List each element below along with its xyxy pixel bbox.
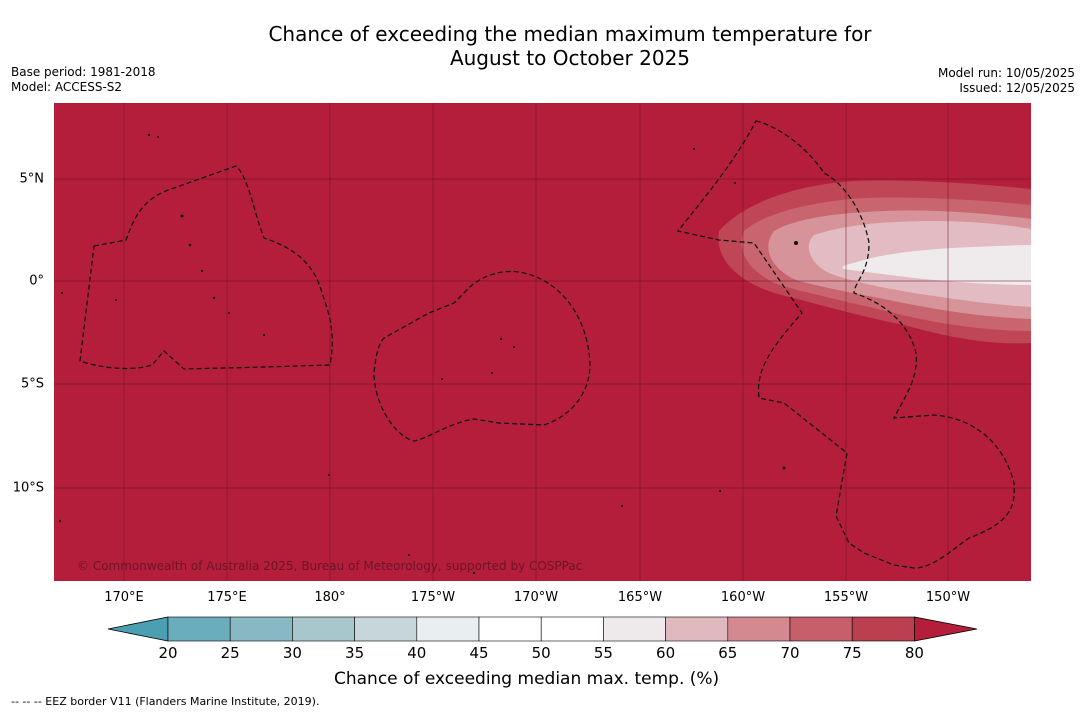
colorbar-segment: [416, 616, 480, 642]
colorbar-segment: [167, 616, 231, 642]
longitude-label: 170°W: [513, 590, 559, 605]
colorbar-tick-label: 60: [656, 644, 675, 662]
map-title: Chance of exceeding the median maximum t…: [0, 22, 1085, 70]
model-run-date: Model run: 10/05/2025: [937, 66, 1075, 80]
longitude-label: 180°: [314, 590, 346, 605]
colorbar-tick-label: 50: [532, 644, 551, 662]
longitude-label: 175°E: [207, 590, 247, 605]
colorbar-tick-label: 35: [345, 644, 364, 662]
longitude-label: 170°E: [104, 590, 144, 605]
grid-lines: [54, 103, 1031, 581]
colorbar-graphic: 20 25 30 35 40 45 50 55 60 65 70 75 80: [107, 616, 978, 662]
eez-borders: [79, 120, 1015, 569]
colorbar-tick-label: 65: [718, 644, 737, 662]
colorbar-tick-label: 30: [283, 644, 302, 662]
colorbar-tick-label: 25: [221, 644, 240, 662]
colorbar: 20 25 30 35 40 45 50 55 60 65 70 75 80: [0, 612, 1085, 662]
longitude-label: 150°W: [925, 590, 971, 605]
colorbar-title: Chance of exceeding median max. temp. (%…: [334, 669, 720, 689]
base-period: Base period: 1981-2018: [11, 65, 156, 79]
model-name: Model: ACCESS-S2: [11, 80, 123, 94]
colorbar-segment: [229, 616, 293, 642]
colorbar-tick-label: 40: [407, 644, 426, 662]
colorbar-segment: [478, 616, 542, 642]
latitude-label: 5°N: [19, 171, 45, 187]
colorbar-tick-label: 75: [843, 644, 862, 662]
colorbar-tick-label: 45: [469, 644, 488, 662]
run-info: Model run: 10/05/2025 Issued: 12/05/2025: [938, 66, 1075, 96]
map-canvas: [54, 103, 1031, 581]
colorbar-segment: [292, 616, 355, 642]
longitude-label: 165°W: [617, 590, 663, 605]
colorbar-arrow-low: [107, 616, 169, 642]
copyright-notice: © Commonwealth of Australia 2025, Bureau…: [77, 559, 583, 573]
colorbar-segment: [665, 616, 729, 642]
colorbar-segment: [540, 616, 604, 642]
colorbar-arrow-high: [914, 616, 978, 642]
forecast-map: [54, 103, 1031, 581]
eez-west: [79, 165, 333, 370]
colorbar-tick-label: 80: [905, 644, 924, 662]
title-line-1: Chance of exceeding the median maximum t…: [268, 22, 872, 46]
colorbar-tick-label: 55: [594, 644, 613, 662]
colorbar-segment: [354, 616, 418, 642]
issued-date: Issued: 12/05/2025: [959, 81, 1075, 95]
colorbar-segment: [727, 616, 791, 642]
colorbar-segment: [789, 616, 853, 642]
longitude-label: 175°W: [410, 590, 456, 605]
colorbar-tick-label: 20: [158, 644, 177, 662]
eez-footnote: -- -- -- EEZ border V11 (Flanders Marine…: [11, 695, 320, 708]
eez-central: [373, 270, 591, 442]
map-background: [54, 103, 1031, 581]
colorbar-segment: [851, 616, 915, 642]
colorbar-segment: [603, 616, 666, 642]
base-info: Base period: 1981-2018 Model: ACCESS-S2: [11, 65, 156, 95]
probability-contours: [718, 180, 1031, 344]
longitude-label: 160°W: [720, 590, 766, 605]
latitude-label: 10°S: [12, 480, 44, 496]
title-line-2: August to October 2025: [449, 46, 691, 70]
colorbar-tick-label: 70: [780, 644, 799, 662]
latitude-label: 0°: [29, 273, 44, 289]
longitude-label: 155°W: [823, 590, 869, 605]
eez-east: [676, 120, 1015, 569]
contour-55: [842, 245, 1031, 285]
latitude-label: 5°S: [20, 376, 44, 392]
islands: [58, 133, 798, 575]
